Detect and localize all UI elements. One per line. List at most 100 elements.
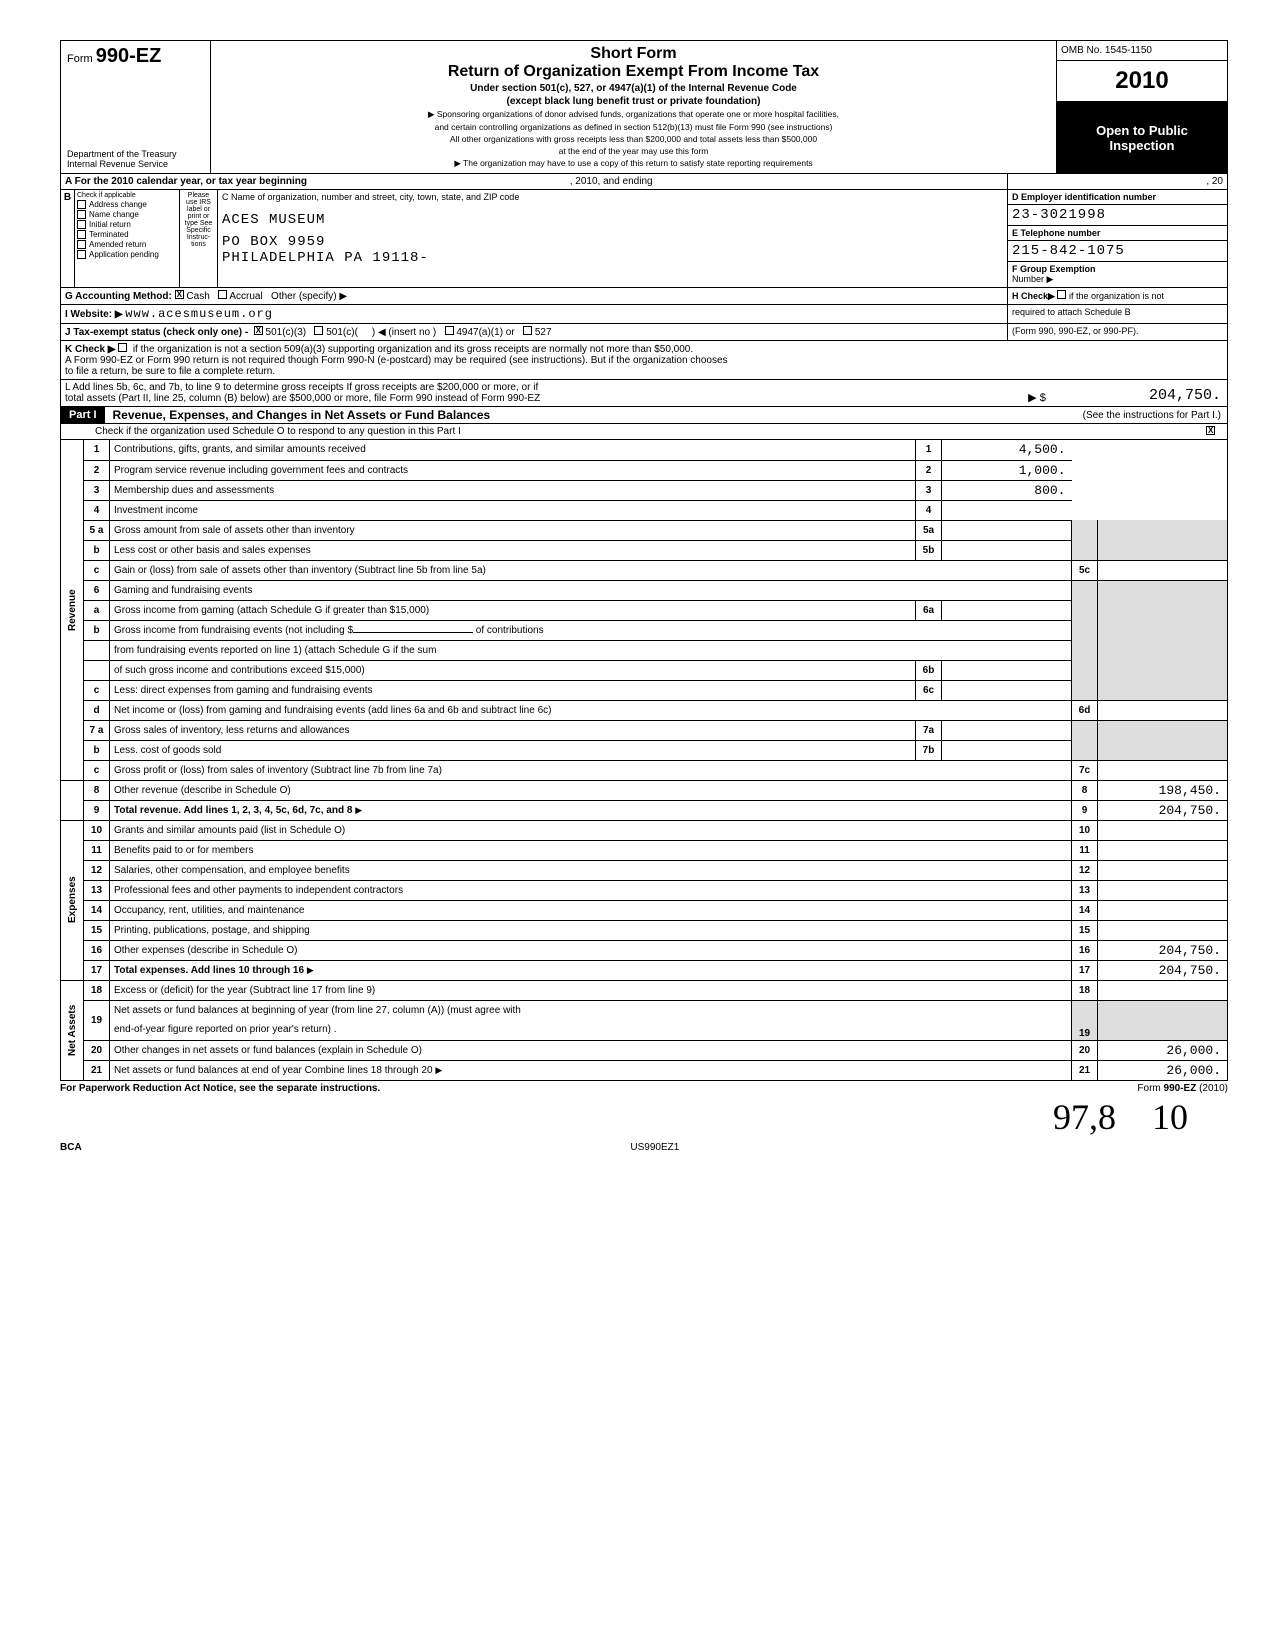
bottom-codes: BCA US990EZ1	[60, 1142, 1228, 1153]
website-value: www.acesmuseum.org	[125, 307, 273, 321]
line-21: 21Net assets or fund balances at end of …	[61, 1060, 1228, 1080]
line-7a: 7 aGross sales of inventory, less return…	[61, 720, 1228, 740]
name-address-block: C Name of organization, number and stree…	[218, 190, 1007, 287]
note-3: All other organizations with gross recei…	[221, 134, 1046, 144]
bca-label: BCA	[60, 1142, 82, 1153]
chk-schedule-b[interactable]	[1057, 290, 1066, 299]
org-addr2: PHILADELPHIA PA 19118-	[222, 250, 1003, 266]
line-5b: bLess cost or other basis and sales expe…	[61, 540, 1228, 560]
form-header: Form 990-EZ Department of the Treasury I…	[60, 40, 1228, 174]
please-use-irs-label: Please use IRS label or print or type Se…	[180, 190, 218, 287]
line-5a: 5 aGross amount from sale of assets othe…	[61, 520, 1228, 540]
line-18: Net Assets18Excess or (deficit) for the …	[61, 980, 1228, 1000]
form-label: Form 990-EZ	[67, 53, 161, 65]
ein-value: 23-3021998	[1012, 207, 1106, 223]
signature-area: 97,8 10	[60, 1096, 1228, 1138]
chk-amended-return[interactable]: Amended return	[77, 240, 177, 249]
line-5c: cGain or (loss) from sale of assets othe…	[61, 560, 1228, 580]
part1-label: Part I	[61, 407, 105, 423]
row-a-end: , 20	[1007, 174, 1227, 189]
chk-527[interactable]	[523, 326, 532, 335]
chk-cash[interactable]	[175, 290, 184, 299]
row-k: K Check ▶ if the organization is not a s…	[60, 341, 1228, 380]
line-17: 17Total expenses. Add lines 10 through 1…	[61, 960, 1228, 980]
form-ref: Form 990-EZ (2010)	[1137, 1083, 1228, 1094]
note-1: ▶ Sponsoring organizations of donor advi…	[221, 109, 1046, 120]
l-arrow: ▶ $	[1007, 391, 1067, 406]
row-gh: G Accounting Method: Cash Accrual Other …	[60, 288, 1228, 305]
line-14: 14Occupancy, rent, utilities, and mainte…	[61, 900, 1228, 920]
line-16: 16Other expenses (describe in Schedule O…	[61, 940, 1228, 960]
line-6c: cLess: direct expenses from gaming and f…	[61, 680, 1228, 700]
row-a-text: A For the 2010 calendar year, or tax yea…	[61, 174, 1007, 189]
phone-value: 215-842-1075	[1012, 243, 1125, 259]
line-2: 2Program service revenue including gover…	[61, 460, 1228, 480]
chk-4947[interactable]	[445, 326, 454, 335]
h-text3: (Form 990, 990-EZ, or 990-PF).	[1007, 324, 1227, 340]
label-b: B	[61, 190, 75, 287]
line-1: Revenue 1Contributions, gifts, grants, a…	[61, 440, 1228, 460]
dept-block: Department of the Treasury Internal Reve…	[67, 149, 204, 169]
line-13: 13Professional fees and other payments t…	[61, 880, 1228, 900]
line-6: 6Gaming and fundraising events	[61, 580, 1228, 600]
line-4: 4Investment income4	[61, 500, 1228, 520]
part1-title: Revenue, Expenses, and Changes in Net As…	[105, 408, 491, 422]
website-row: I Website: ▶ www.acesmuseum.org	[61, 305, 1007, 323]
row-l: L Add lines 5b, 6c, and 7b, to line 9 to…	[60, 380, 1228, 407]
chk-address-change[interactable]: Address change	[77, 200, 177, 209]
line-3: 3Membership dues and assessments3800.	[61, 480, 1228, 500]
chk-501c3[interactable]	[254, 326, 263, 335]
chk-initial-return[interactable]: Initial return	[77, 220, 177, 229]
footer-row: For Paperwork Reduction Act Notice, see …	[60, 1081, 1228, 1096]
accounting-method: G Accounting Method: Cash Accrual Other …	[61, 288, 1007, 304]
org-addr1: PO BOX 9959	[222, 234, 1003, 250]
note-2: and certain controlling organizations as…	[221, 122, 1046, 132]
chk-application-pending[interactable]: Application pending	[77, 250, 177, 259]
line-6d: dNet income or (loss) from gaming and fu…	[61, 700, 1228, 720]
line-11: 11Benefits paid to or for members11	[61, 840, 1228, 860]
check-if-applicable: Check if applicable Address change Name …	[75, 190, 180, 287]
h-text2: required to attach Schedule B	[1007, 305, 1227, 323]
line-6a: aGross income from gaming (attach Schedu…	[61, 600, 1228, 620]
subtitle-1: Under section 501(c), 527, or 4947(a)(1)…	[221, 83, 1046, 94]
line-7c: cGross profit or (loss) from sales of in…	[61, 760, 1228, 780]
title-short-form: Short Form	[221, 45, 1046, 63]
row-i: I Website: ▶ www.acesmuseum.org required…	[60, 305, 1228, 324]
form-header-right: OMB No. 1545-1150 2010 Open to Public In…	[1057, 41, 1227, 173]
part1-instr: (See the instructions for Part I.)	[1083, 410, 1227, 421]
open-to-public: Open to Public Inspection	[1057, 102, 1227, 173]
line-6b-pre: bGross income from fundraising events (n…	[61, 620, 1228, 640]
chk-accrual[interactable]	[218, 290, 227, 299]
subtitle-2: (except black lung benefit trust or priv…	[221, 96, 1046, 107]
note-5: ▶ The organization may have to use a cop…	[221, 158, 1046, 169]
side-expenses: Expenses	[61, 820, 84, 980]
line-19a: 19Net assets or fund balances at beginni…	[61, 1000, 1228, 1020]
org-name: ACES MUSEUM	[222, 212, 1003, 228]
l-amount: 204,750.	[1067, 387, 1227, 406]
chk-schedule-o[interactable]	[1206, 426, 1215, 435]
tax-year: 2010	[1057, 61, 1227, 102]
line-6b: of such gross income and contributions e…	[61, 660, 1228, 680]
form-header-left: Form 990-EZ Department of the Treasury I…	[61, 41, 211, 173]
chk-k[interactable]	[118, 343, 127, 352]
chk-name-change[interactable]: Name change	[77, 210, 177, 219]
side-revenue: Revenue	[61, 440, 84, 780]
line-10: Expenses10Grants and similar amounts pai…	[61, 820, 1228, 840]
note-4: at the end of the year may use this form	[221, 146, 1046, 156]
paperwork-notice: For Paperwork Reduction Act Notice, see …	[60, 1083, 380, 1094]
h-check: H Check▶ if the organization is not	[1007, 288, 1227, 304]
line-12: 12Salaries, other compensation, and empl…	[61, 860, 1228, 880]
line-20: 20Other changes in net assets or fund ba…	[61, 1040, 1228, 1060]
line-7b: bLess. cost of goods sold7b	[61, 740, 1228, 760]
chk-terminated[interactable]: Terminated	[77, 230, 177, 239]
form-code: US990EZ1	[630, 1142, 679, 1153]
row-a: A For the 2010 calendar year, or tax yea…	[60, 174, 1228, 190]
chk-501c[interactable]	[314, 326, 323, 335]
line-19b: end-of-year figure reported on prior yea…	[61, 1020, 1228, 1040]
part1-check-row: Check if the organization used Schedule …	[60, 424, 1228, 440]
line-15: 15Printing, publications, postage, and s…	[61, 920, 1228, 940]
bcd-block: B Check if applicable Address change Nam…	[60, 190, 1228, 288]
tax-exempt-status: J Tax-exempt status (check only one) - 5…	[61, 324, 1007, 340]
side-net-assets: Net Assets	[61, 980, 84, 1080]
line-9: 9Total revenue. Add lines 1, 2, 3, 4, 5c…	[61, 800, 1228, 820]
